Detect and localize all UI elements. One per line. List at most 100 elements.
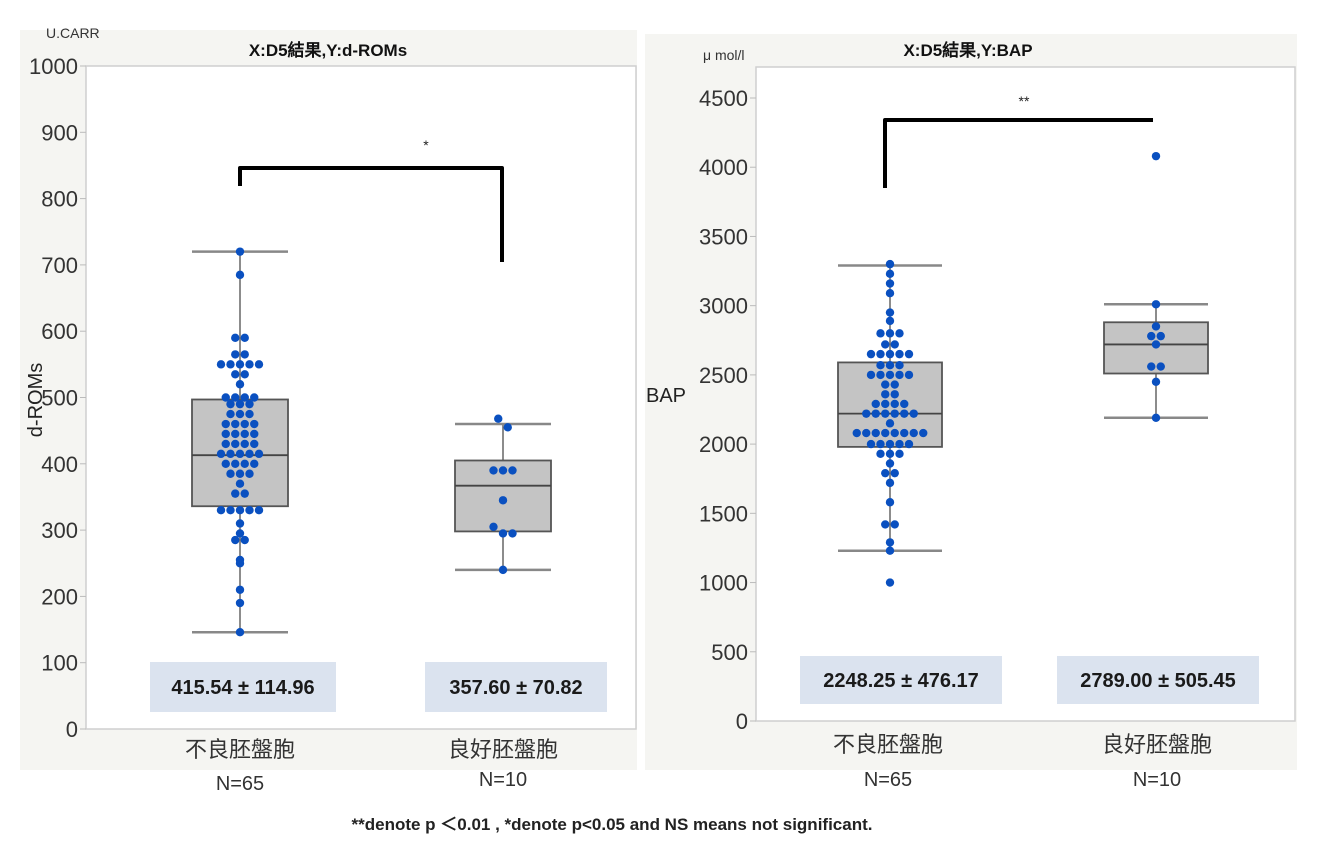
y-tick-label: 100: [41, 651, 78, 676]
data-point: [890, 399, 899, 409]
data-point: [862, 428, 871, 438]
data-point: [1156, 331, 1165, 341]
data-point: [235, 479, 245, 488]
data-point: [876, 329, 885, 338]
data-point: [895, 439, 904, 449]
y-tick-label: 400: [41, 452, 78, 477]
data-point: [240, 419, 249, 429]
data-point: [235, 399, 245, 409]
data-point: [885, 259, 895, 269]
data-point: [250, 439, 259, 449]
panel-bap: μ mol/l X:D5結果,Y:BAP BAP 0 500 1000 1500 200…: [645, 34, 1297, 791]
mean-sd-label: 415.54 ± 114.96: [171, 677, 314, 699]
data-point: [919, 428, 928, 438]
data-point: [245, 506, 254, 515]
data-point: [885, 370, 895, 380]
data-point: [895, 449, 904, 459]
bracket-line: [883, 118, 1153, 188]
mean-sd-label: 357.60 ± 70.82: [449, 677, 582, 699]
category-label: 不良胚盤胞: [185, 738, 295, 763]
mean-sd-badge: [800, 656, 1002, 704]
mean-sd-badge: [425, 662, 607, 712]
data-point: [871, 409, 880, 418]
data-point: [881, 520, 890, 529]
data-point: [226, 469, 235, 478]
data-point: [885, 538, 895, 547]
data-point: [890, 409, 899, 418]
data-point: [231, 489, 240, 498]
data-point: [890, 428, 899, 438]
category-label: 良好胚盤胞: [1102, 733, 1212, 758]
data-point: [885, 349, 895, 359]
data-point: [876, 360, 885, 370]
data-point: [895, 349, 904, 359]
data-point: [1147, 331, 1156, 341]
data-point: [508, 529, 517, 538]
y-tick-label: 0: [736, 709, 748, 734]
data-point: [235, 409, 245, 419]
y-tick-label: 3500: [699, 224, 748, 249]
data-point: [498, 565, 508, 575]
y-axis: 0 100 200 300 400 500 600 700 800 900 1000: [29, 54, 86, 742]
data-point: [240, 459, 249, 468]
data-point: [885, 329, 895, 338]
data-point: [890, 468, 899, 478]
data-point: [885, 360, 895, 370]
data-point: [904, 349, 914, 359]
data-point: [1147, 362, 1156, 371]
data-point: [250, 459, 259, 468]
data-point: [235, 506, 245, 515]
data-point: [852, 428, 861, 438]
data-point: [881, 428, 890, 438]
data-point: [254, 506, 264, 515]
data-point: [231, 350, 240, 359]
data-point: [885, 498, 895, 507]
data-point: [866, 370, 876, 380]
y-tick-label: 1000: [699, 571, 748, 596]
category-label: 不良胚盤胞: [833, 733, 943, 758]
data-point: [221, 459, 230, 468]
data-point: [254, 449, 264, 459]
data-point: [235, 247, 245, 256]
panel-d-roms: U.CARR X:D5結果,Y:d-ROMs d-ROMs 0 100 200 300…: [20, 25, 637, 795]
data-point: [503, 423, 512, 432]
y-tick-label: 500: [41, 386, 78, 411]
data-point: [216, 506, 226, 515]
mean-sd-badge: [1057, 656, 1259, 704]
data-point: [235, 559, 245, 568]
y-tick-label: 300: [41, 518, 78, 543]
n-count-label: N=65: [864, 769, 912, 791]
data-point: [235, 628, 245, 637]
y-tick-label: 1500: [699, 501, 748, 526]
data-point: [909, 409, 918, 418]
y-tick-label: 3000: [699, 294, 748, 319]
mean-sd-badge: [150, 662, 336, 712]
data-point: [240, 489, 249, 498]
data-point: [240, 535, 249, 545]
data-point: [226, 399, 235, 409]
y-tick-label: 0: [66, 717, 78, 742]
plot-marks: 415.54 ± 114.96 357.60 ± 70.82: [150, 247, 607, 712]
data-point: [231, 429, 240, 439]
data-point: [881, 468, 890, 478]
y-tick-label: 500: [711, 640, 748, 665]
footnote: **denote p ＜0.01 , *denote p<0.05 and NS…: [352, 815, 873, 834]
n-count-label: N=10: [1133, 769, 1181, 791]
data-point: [235, 360, 245, 369]
data-point: [885, 289, 895, 298]
data-point: [890, 390, 899, 399]
data-point: [226, 449, 235, 459]
plot-marks: 2248.25 ± 476.17 2789.00 ± 505.45: [800, 151, 1259, 704]
data-point: [885, 546, 895, 555]
data-point: [900, 399, 909, 409]
data-point: [876, 449, 885, 459]
data-point: [240, 333, 249, 343]
data-point: [498, 496, 508, 505]
data-point: [254, 360, 264, 369]
category-label: 良好胚盤胞: [448, 738, 558, 763]
data-point: [881, 390, 890, 399]
n-count-label: N=10: [479, 769, 527, 791]
data-point: [885, 308, 895, 317]
data-point: [885, 269, 895, 279]
data-point: [885, 316, 895, 326]
